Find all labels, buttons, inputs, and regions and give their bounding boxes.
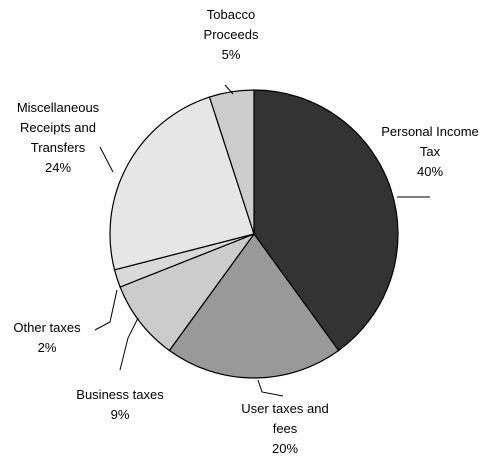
slice-label-line: Proceeds [204, 27, 259, 42]
leader-line-user-taxes-and-fees [257, 379, 284, 397]
slice-label-line: Tax [420, 144, 441, 159]
slice-percent-other-taxes: 2% [38, 340, 57, 355]
leader-lines [94, 84, 430, 397]
slice-percent-user-taxes-and-fees: 20% [272, 441, 298, 456]
pie-slice-user-taxes-and-fees [168, 232, 340, 379]
pie-slice-personal-income-tax [253, 89, 399, 352]
pie-slices [109, 89, 399, 379]
slice-label-line: Personal Income [381, 124, 479, 139]
slice-percent-miscellaneous-receipts-and-transfers: 24% [45, 160, 71, 175]
slice-label-line: User taxes and [241, 401, 328, 416]
slice-label-miscellaneous-receipts-and-transfers: Miscellaneous Receipts and Transfers 24% [17, 100, 100, 175]
leader-line-miscellaneous-receipts-and-transfers [99, 146, 114, 173]
slice-label-user-taxes-and-fees: User taxes and fees 20% [241, 401, 328, 456]
slice-percent-business-taxes: 9% [111, 407, 130, 422]
slice-label-tobacco-proceeds: Tobacco Proceeds 5% [204, 7, 259, 62]
slice-label-personal-income-tax: Personal Income Tax 40% [381, 124, 479, 179]
slice-label-line: Receipts and [20, 120, 96, 135]
slice-label-line: Other taxes [13, 320, 81, 335]
slice-label-other-taxes: Other taxes 2% [13, 320, 81, 355]
slice-percent-tobacco-proceeds: 5% [222, 47, 241, 62]
slice-label-line: Transfers [31, 140, 86, 155]
slice-percent-personal-income-tax: 40% [417, 164, 443, 179]
slice-labels: Personal Income Tax 40% User taxes and fees 2… [13, 7, 478, 456]
leader-line-tobacco-proceeds [224, 84, 234, 95]
slice-label-line: Business taxes [76, 387, 164, 402]
slice-label-line: Miscellaneous [17, 100, 100, 115]
leader-line-other-taxes [94, 289, 118, 331]
slice-label-line: fees [273, 421, 298, 436]
pie-slice-miscellaneous-receipts-and-transfers [109, 96, 255, 271]
slice-label-business-taxes: Business taxes 9% [76, 387, 164, 422]
slice-label-line: Tobacco [207, 7, 255, 22]
leader-line-business-taxes [119, 317, 139, 371]
pie-slice-business-taxes [119, 232, 256, 352]
